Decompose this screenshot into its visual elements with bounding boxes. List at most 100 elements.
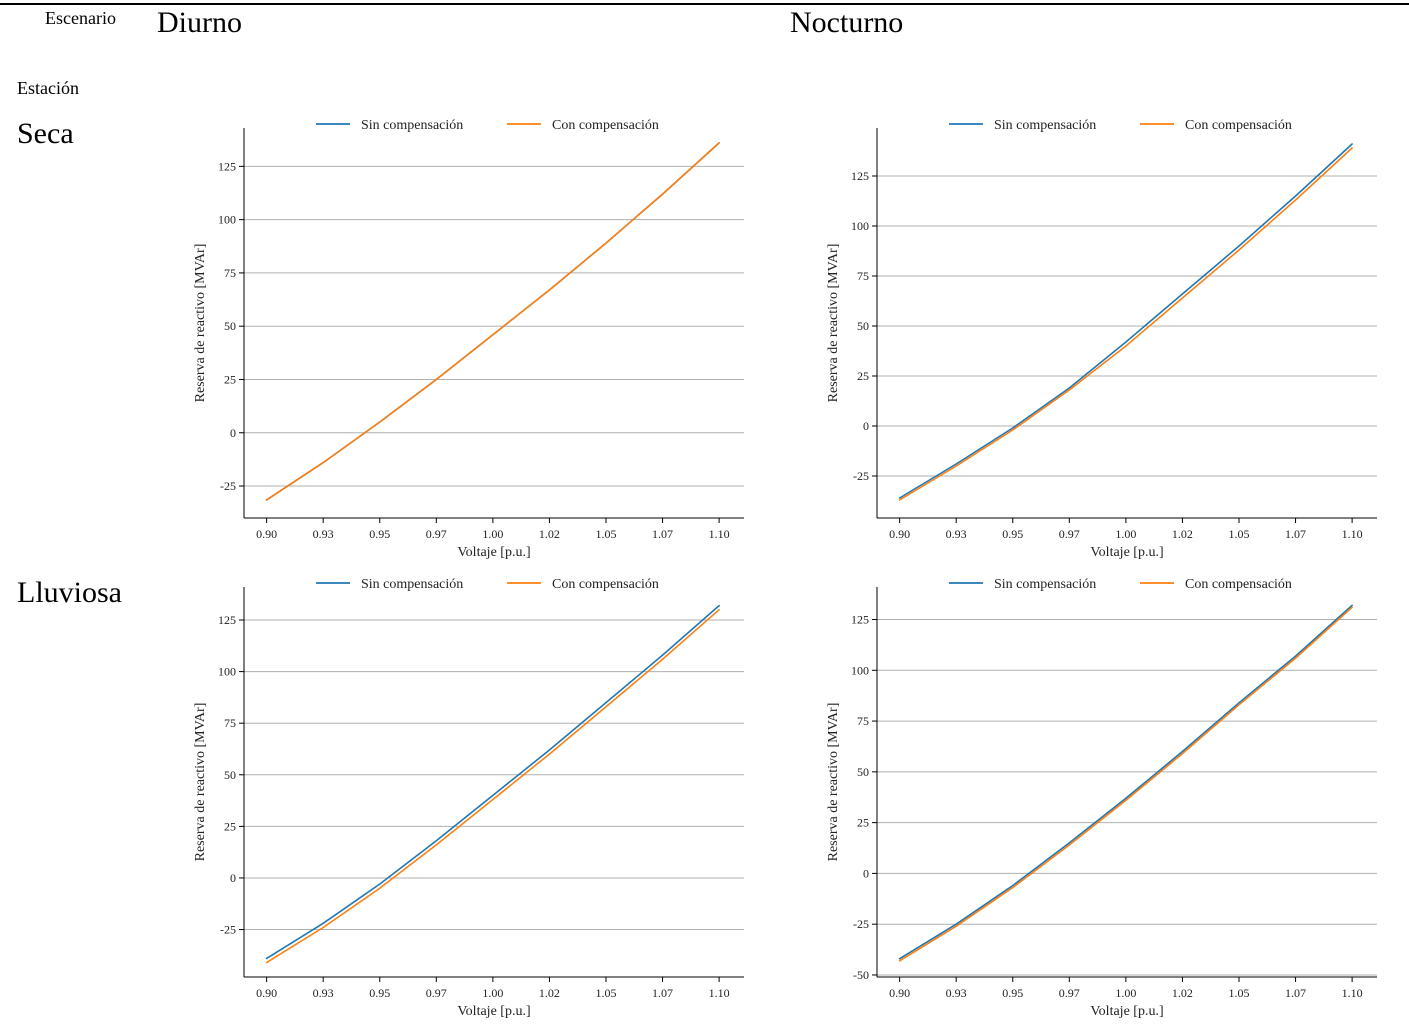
x-tick-label: 1.00	[482, 986, 503, 1000]
x-tick-label: 1.05	[595, 527, 616, 541]
y-tick-label: -25	[220, 923, 236, 937]
y-tick-label: 125	[218, 159, 236, 173]
row-title-seca: Seca	[17, 117, 74, 150]
x-tick-label: 1.07	[1285, 986, 1306, 1000]
series-line-con-compensacion	[898, 606, 1353, 962]
x-tick-label: 1.10	[1342, 527, 1363, 541]
y-tick-label: 25	[224, 819, 236, 833]
x-tick-label: 0.95	[369, 986, 390, 1000]
legend-label-sin-compensacion: Sin compensación	[361, 577, 463, 592]
legend-label-con-compensacion: Con compensación	[1185, 577, 1292, 592]
x-tick-label: 1.00	[1115, 527, 1136, 541]
y-tick-label: 100	[218, 213, 236, 227]
y-tick-label: 75	[224, 266, 236, 280]
y-tick-label: 25	[857, 369, 869, 383]
y-tick-label: 0	[230, 426, 236, 440]
x-axis-label: Voltaje [p.u.]	[1090, 1004, 1163, 1019]
series-line-con-compensacion	[265, 142, 720, 501]
x-tick-label: 0.95	[1002, 527, 1023, 541]
legend-label-con-compensacion: Con compensación	[552, 118, 659, 133]
y-tick-label: 75	[857, 714, 869, 728]
x-tick-label: 0.93	[313, 986, 334, 1000]
x-tick-label: 0.97	[1059, 986, 1080, 1000]
chart-lluviosa-diurno: -25 0 25 50 75 100 125 0.90 0.93 0.95 0.97 1.00 1.02…	[193, 577, 744, 1019]
y-tick-label: 0	[863, 419, 869, 433]
legend-label-con-compensacion: Con compensación	[1185, 118, 1292, 133]
x-tick-label: 1.07	[1285, 527, 1306, 541]
x-axis-label: Voltaje [p.u.]	[1090, 545, 1163, 560]
x-tick-label: 0.93	[946, 527, 967, 541]
row-title-lluviosa: Lluviosa	[17, 576, 122, 609]
y-tick-label: 125	[851, 169, 869, 183]
y-tick-label: -50	[853, 968, 869, 982]
x-tick-label: 1.02	[1172, 527, 1193, 541]
x-tick-label: 0.97	[426, 986, 447, 1000]
y-tick-label: 100	[218, 665, 236, 679]
x-tick-label: 0.90	[256, 986, 277, 1000]
station-header-label: Estación	[17, 78, 79, 98]
column-title-diurno: Diurno	[157, 6, 242, 39]
x-tick-label: 0.93	[313, 527, 334, 541]
x-tick-label: 1.07	[652, 527, 673, 541]
y-tick-label: 50	[857, 765, 869, 779]
y-tick-label: 50	[857, 319, 869, 333]
x-tick-label: 1.00	[1115, 986, 1136, 1000]
chart-lluviosa-nocturno: -50 -25 0 25 50 75 100 125 0.90 0.93 0.95 0.97 1.00 1…	[826, 577, 1377, 1019]
x-tick-label: 0.90	[256, 527, 277, 541]
x-tick-label: 1.02	[1172, 986, 1193, 1000]
y-tick-label: 25	[857, 816, 869, 830]
x-tick-label: 0.95	[369, 527, 390, 541]
legend-label-con-compensacion: Con compensación	[552, 577, 659, 592]
y-tick-label: 50	[224, 319, 236, 333]
y-tick-label: 75	[857, 269, 869, 283]
x-tick-label: 0.97	[1059, 527, 1080, 541]
x-tick-label: 0.97	[426, 527, 447, 541]
x-tick-label: 1.05	[1228, 527, 1249, 541]
x-axis-label: Voltaje [p.u.]	[457, 545, 530, 560]
x-tick-label: 0.93	[946, 986, 967, 1000]
y-tick-label: 100	[851, 219, 869, 233]
top-rule	[0, 3, 1409, 5]
legend-label-sin-compensacion: Sin compensación	[361, 118, 463, 133]
series-line-sin-compensacion	[898, 143, 1353, 499]
x-tick-label: 1.02	[539, 986, 560, 1000]
y-tick-label: 0	[230, 871, 236, 885]
chart-seca-nocturno: -25 0 25 50 75 100 125 0.90 0.93 0.95 0.97 1.00 1.02…	[826, 118, 1377, 560]
y-axis-label: Reserva de reactivo [MVAr]	[193, 244, 208, 403]
x-tick-label: 0.90	[889, 986, 910, 1000]
x-tick-label: 1.05	[1228, 986, 1249, 1000]
scenario-header-label: Escenario	[45, 8, 116, 28]
y-tick-label: 125	[218, 613, 236, 627]
legend-label-sin-compensacion: Sin compensación	[994, 118, 1096, 133]
legend-label-sin-compensacion: Sin compensación	[994, 577, 1096, 592]
y-tick-label: -25	[853, 469, 869, 483]
x-tick-label: 1.10	[709, 986, 730, 1000]
x-tick-label: 1.00	[482, 527, 503, 541]
y-tick-label: 75	[224, 716, 236, 730]
y-tick-label: 125	[851, 613, 869, 627]
series-line-con-compensacion	[265, 608, 720, 964]
series-line-sin-compensacion	[265, 604, 720, 960]
y-axis-label: Reserva de reactivo [MVAr]	[826, 244, 841, 403]
y-tick-label: 0	[863, 866, 869, 880]
series-line-sin-compensacion	[898, 604, 1353, 960]
x-tick-label: 1.10	[1342, 986, 1363, 1000]
x-tick-label: 1.05	[595, 986, 616, 1000]
x-axis-label: Voltaje [p.u.]	[457, 1004, 530, 1019]
y-tick-label: -25	[220, 479, 236, 493]
y-tick-label: 25	[224, 372, 236, 386]
x-tick-label: 1.07	[652, 986, 673, 1000]
chart-seca-diurno: -25 0 25 50 75 100 125 0.90 0.93 0.95 0.97 1.00 1.02…	[193, 118, 744, 560]
series-line-con-compensacion	[898, 147, 1353, 501]
x-tick-label: 0.95	[1002, 986, 1023, 1000]
x-tick-label: 1.02	[539, 527, 560, 541]
y-tick-label: 50	[224, 768, 236, 782]
x-tick-label: 1.10	[709, 527, 730, 541]
column-title-nocturno: Nocturno	[790, 6, 904, 39]
y-tick-label: -25	[853, 917, 869, 931]
series-line-sin-compensacion	[265, 142, 720, 501]
y-tick-label: 100	[851, 663, 869, 677]
y-axis-label: Reserva de reactivo [MVAr]	[193, 703, 208, 862]
x-tick-label: 0.90	[889, 527, 910, 541]
y-axis-label: Reserva de reactivo [MVAr]	[826, 703, 841, 862]
